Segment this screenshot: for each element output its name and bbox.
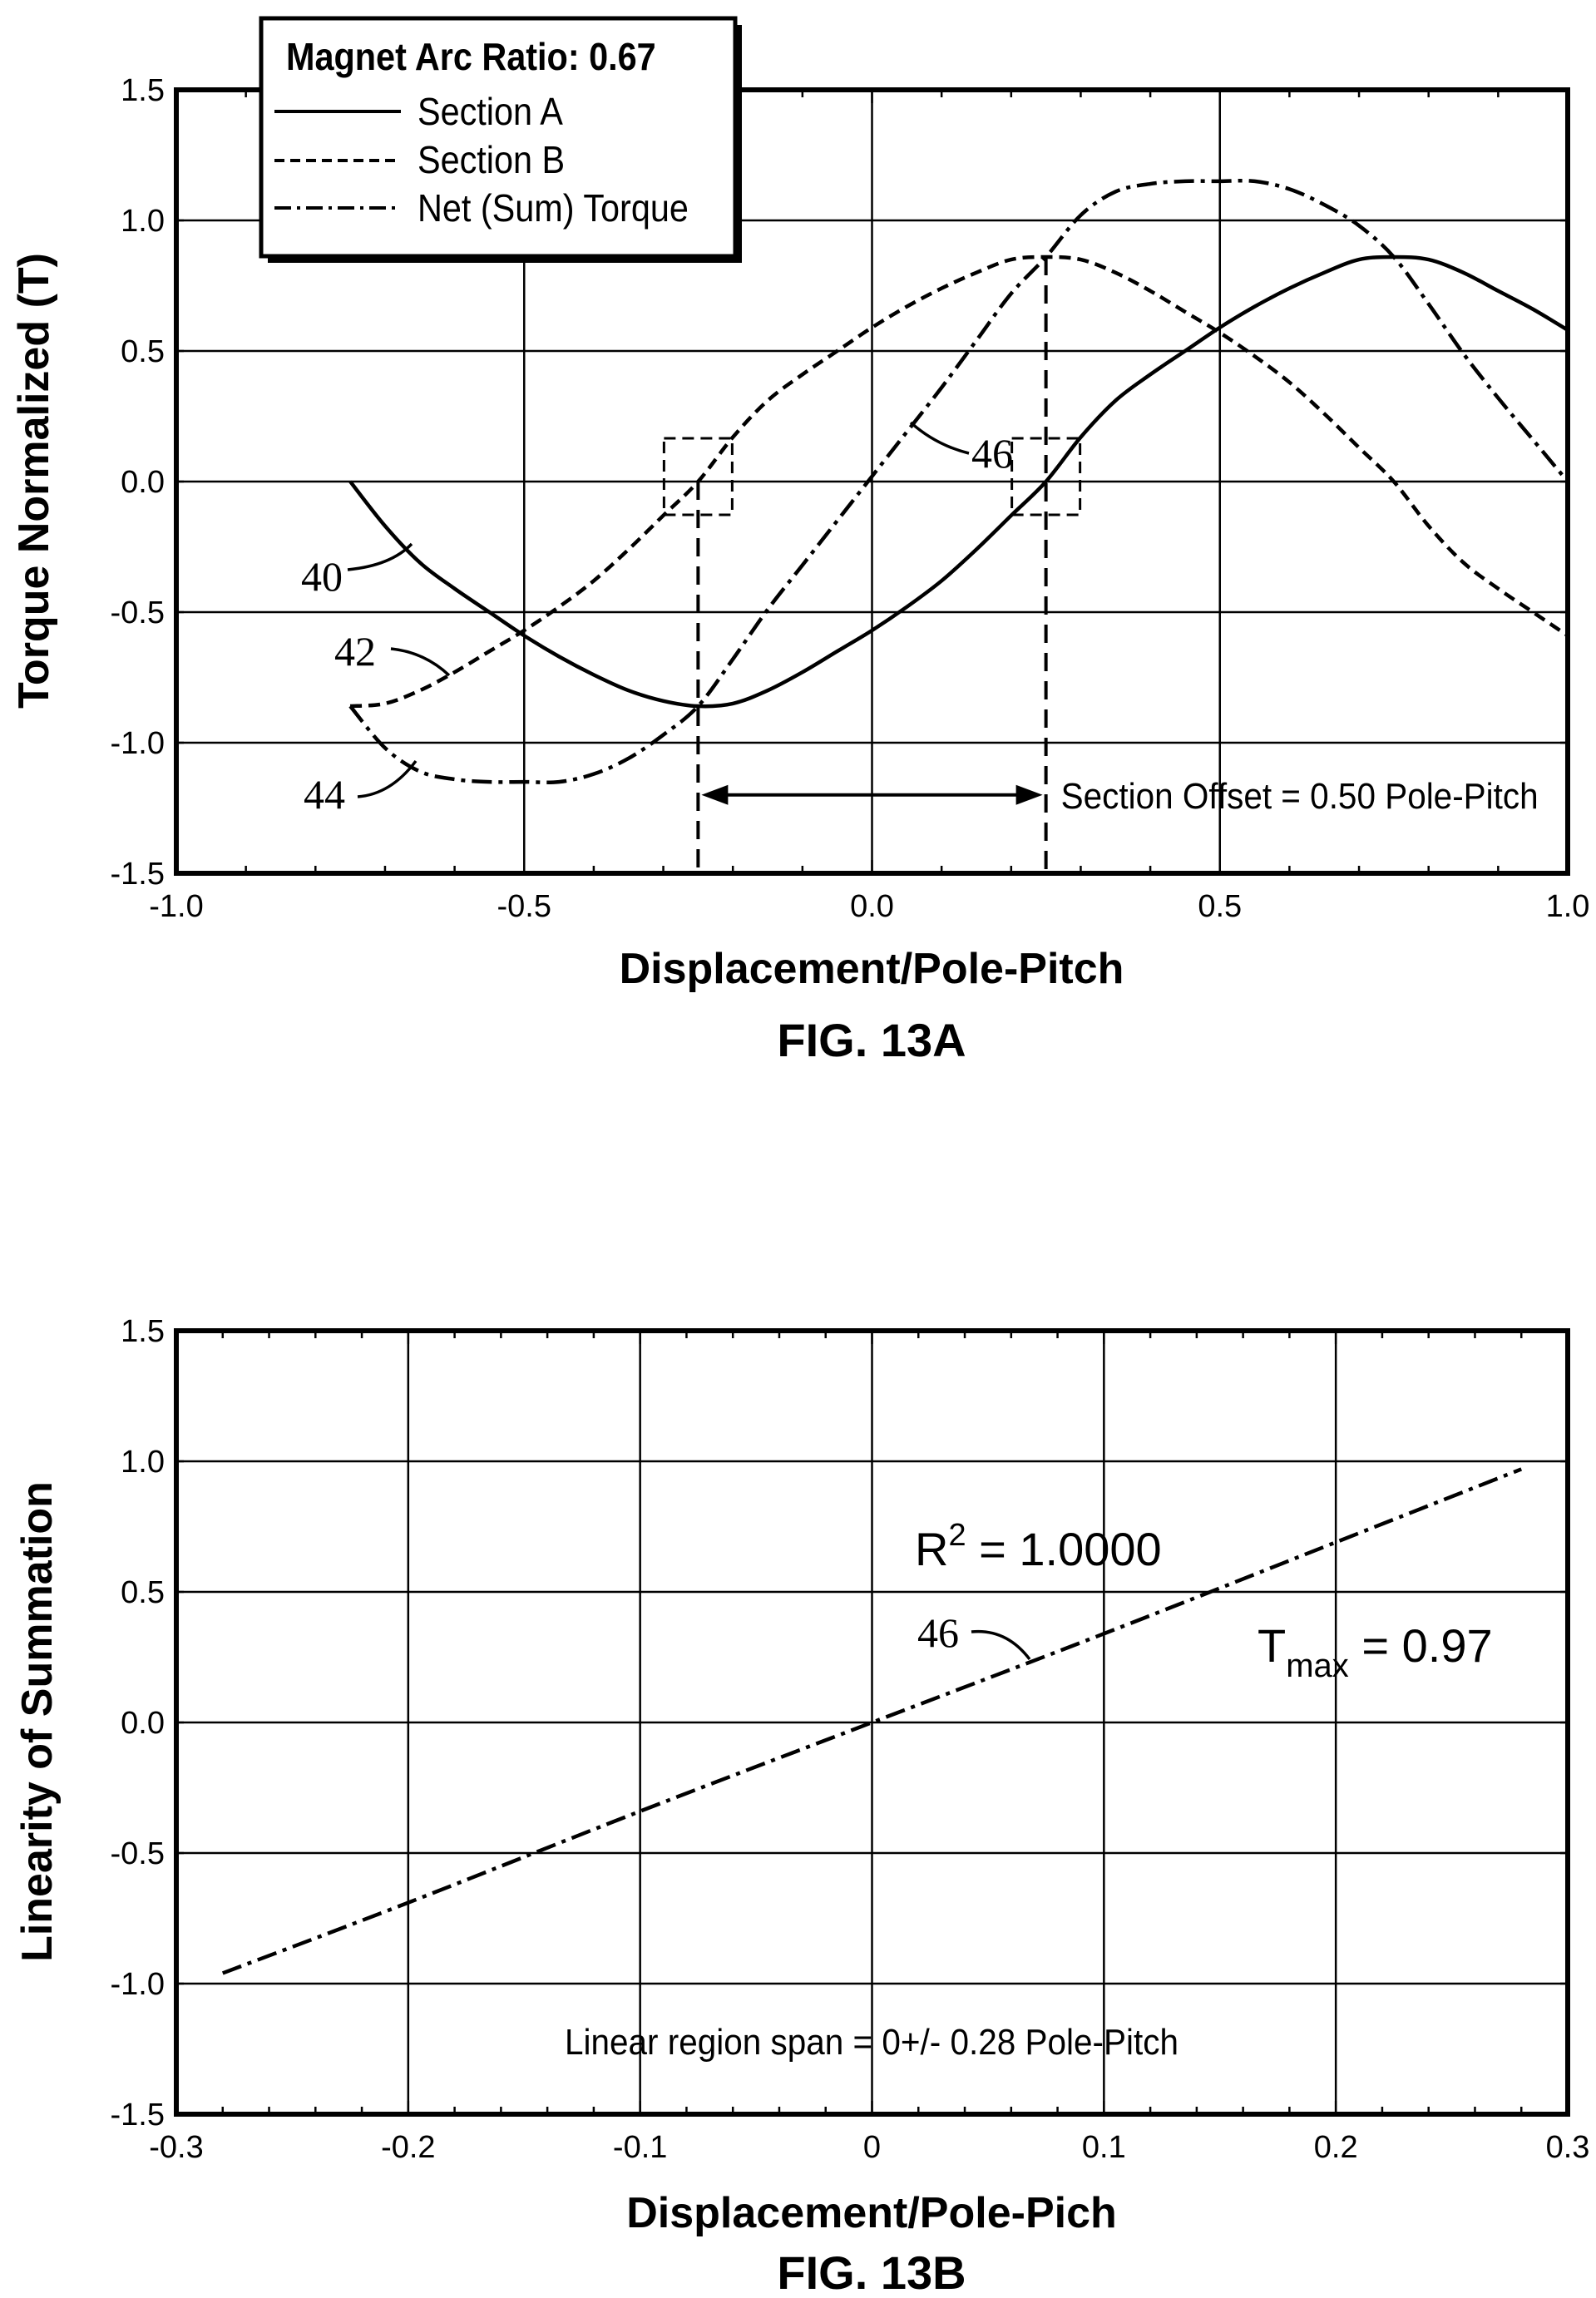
chart-a-x-tick-label: -0.5: [497, 889, 551, 924]
ref-label-40: 40: [301, 553, 343, 600]
chart-a-y-tick-label: 1.0: [121, 204, 165, 239]
chart-b-tick-labels: -0.3 -0.2 -0.1 0 0.1 0.2 0.3 1.5 1.0 0.5 0.0 -0.5 -1…: [111, 1314, 1590, 2165]
chart-b-y-tick-label: -0.5: [111, 1836, 165, 1871]
legend-entry-section-b: Section B: [418, 139, 565, 182]
chart-a-tick-labels: -1.0 -0.5 0.0 0.5 1.01.51.00.50.0-0.5-1.0-1.…: [111, 73, 1590, 924]
r-squared-value: = 1.0000: [966, 1523, 1162, 1575]
arrowhead-left-icon: [701, 784, 729, 805]
chart-a-y-tick-label: 0.0: [121, 465, 165, 500]
r-squared-symbol: R: [915, 1523, 948, 1575]
r-squared-exponent: 2: [948, 1518, 966, 1553]
chart-b-x-tick-label: -0.2: [381, 2130, 435, 2165]
chart-b-grid: [175, 1329, 1569, 2116]
chart-b-frame: [174, 1328, 1570, 2117]
r-squared-annotation: R2 = 1.0000: [915, 1518, 1162, 1575]
chart-b-y-tick-label: -1.5: [111, 2098, 165, 2132]
chart-a-y-tick-label: -1.0: [111, 726, 165, 761]
leader-46-b: [971, 1629, 1031, 1661]
leader-42: [390, 647, 451, 677]
leader-44: [357, 759, 418, 798]
chart-a-series-line-section-a: [348, 255, 1569, 709]
chart-a-frame: [174, 87, 1570, 876]
tmax-subscript: max: [1286, 1648, 1349, 1684]
chart-a-x-tick-label: 0.0: [850, 889, 894, 924]
chart-a-series-line-section-b: [349, 255, 1569, 709]
chart-b-y-tick-label: -1.0: [111, 1967, 165, 2002]
arrowhead-right-icon: [1015, 784, 1043, 805]
ref-label-42: 42: [334, 628, 376, 675]
tmax-value: = 0.97: [1349, 1619, 1493, 1672]
legend-title: Magnet Arc Ratio: 0.67: [286, 36, 656, 79]
ref-label-44: 44: [304, 771, 345, 818]
chart-b-y-tick-label: 1.5: [121, 1314, 165, 1349]
chart-a-series: [348, 178, 1569, 785]
leader-40: [347, 542, 413, 571]
chart-b-x-tick-label: 0.1: [1082, 2130, 1126, 2165]
chart-a-y-tick-label: 1.5: [121, 73, 165, 108]
chart-b-figure-title: FIG. 13B: [777, 2246, 966, 2298]
chart-b-x-tick-label: 0.3: [1546, 2130, 1590, 2165]
legend-entry-net-torque: Net (Sum) Torque: [418, 187, 689, 230]
chart-b-x-tick-label: 0: [863, 2130, 881, 2165]
chart-b-y-tick-label: 0.0: [121, 1706, 165, 1741]
ref-label-46: 46: [971, 430, 1013, 477]
chart-b-series: [221, 1467, 1523, 1975]
chart-fig-13a: Section Offset = 0.50 Pole-Pitch 40 42 4…: [10, 16, 1590, 1066]
chart-b-series-line-0: [221, 1467, 1523, 1975]
chart-a-x-axis-title: Displacement/Pole-Pitch: [620, 945, 1124, 993]
chart-b-x-axis-title: Displacement/Pole-Pich: [626, 2189, 1117, 2237]
chart-b-x-tick-label: 0.2: [1314, 2130, 1358, 2165]
tmax-symbol: T: [1258, 1619, 1286, 1672]
svg-text:Tmax = 0.97: Tmax = 0.97: [1258, 1619, 1493, 1684]
chart-fig-13b: -0.3 -0.2 -0.1 0 0.1 0.2 0.3 1.5 1.0 0.5 0.0 -0.5 -1…: [13, 1314, 1589, 2298]
section-offset-label: Section Offset = 0.50 Pole-Pitch: [1061, 775, 1539, 816]
chart-a-y-tick-label: 0.5: [121, 334, 165, 369]
chart-a-series-line-net-sum-torque: [348, 178, 1569, 785]
chart-b-y-tick-label: 1.0: [121, 1445, 165, 1480]
chart-a-legend: Magnet Arc Ratio: 0.67 Section A Section…: [259, 16, 742, 263]
chart-b-x-tick-label: -0.1: [613, 2130, 667, 2165]
svg-text:R2 = 1.0000: R2 = 1.0000: [915, 1518, 1162, 1575]
legend-entry-section-a: Section A: [418, 91, 564, 134]
chart-a-x-tick-label: 1.0: [1546, 889, 1590, 924]
leader-46: [909, 421, 970, 455]
chart-a-y-tick-label: -0.5: [111, 596, 165, 630]
legend-box: [259, 16, 738, 259]
chart-b-x-tick-label: -0.3: [149, 2130, 203, 2165]
chart-a-y-axis-title: Torque Normalized (T): [10, 253, 58, 709]
chart-b-y-tick-label: 0.5: [121, 1575, 165, 1610]
chart-a-x-tick-label: 0.5: [1198, 889, 1242, 924]
tmax-annotation: Tmax = 0.97: [1258, 1619, 1493, 1684]
linear-span-label: Linear region span = 0+/- 0.28 Pole-Pitc…: [565, 2021, 1178, 2062]
chart-a-figure-title: FIG. 13A: [777, 1014, 966, 1066]
ref-label-46-b: 46: [917, 1609, 959, 1656]
chart-b-y-axis-title: Linearity of Summation: [13, 1481, 62, 1962]
chart-a-x-tick-label: -1.0: [149, 889, 203, 924]
chart-a-y-tick-label: -1.5: [111, 857, 165, 892]
chart-a-annotations: Section Offset = 0.50 Pole-Pitch 40 42 4…: [301, 256, 1539, 873]
